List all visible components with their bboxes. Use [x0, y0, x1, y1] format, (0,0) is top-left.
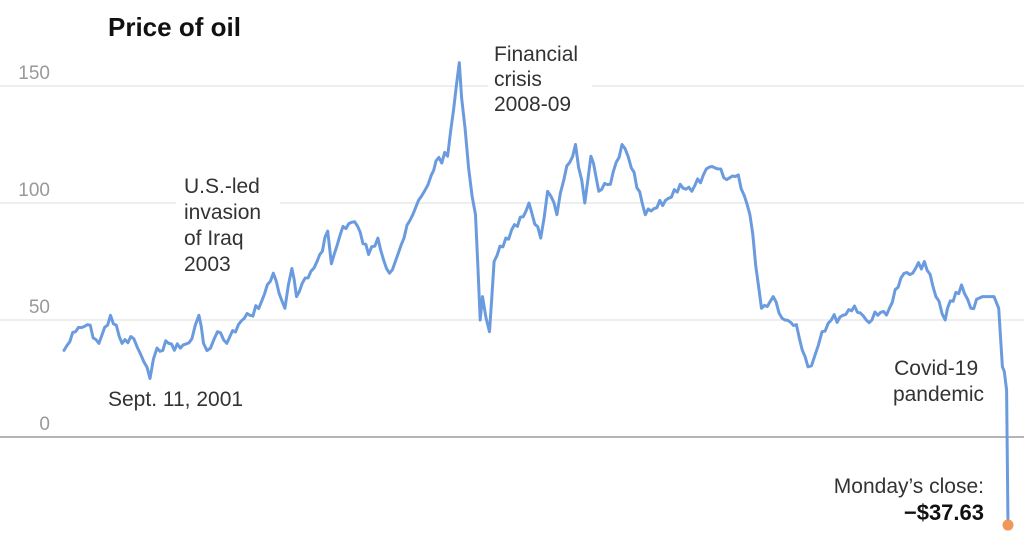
annotation-close-label: Monday’s close:: [834, 475, 984, 498]
annotation-covid-line-2: pandemic: [893, 383, 984, 406]
annotation-covid: Covid-19 pandemic: [893, 357, 984, 406]
annotation-crisis: Financial crisis 2008-09: [494, 43, 584, 116]
monday-close-point: [1002, 519, 1014, 531]
data-points: [63, 62, 1009, 526]
annotation-close-value: −$37.63: [904, 500, 984, 525]
annotation-iraq-line-3: of Iraq: [184, 227, 244, 250]
annotation-iraq-line-1: U.S.-led: [184, 175, 260, 198]
annotation-iraq-line-4: 2003: [184, 253, 231, 276]
annotation-covid-backdrop: [876, 352, 988, 410]
y-tick-label-0: 0: [39, 414, 50, 435]
y-axis-tick-labels: 0 50 100 150: [18, 63, 50, 435]
annotation-crisis-line-1: Financial: [494, 43, 578, 66]
y-tick-label-150: 150: [18, 63, 50, 84]
annotation-iraq-backdrop: [176, 170, 280, 276]
annotation-crisis-line-3: 2008-09: [494, 93, 571, 116]
series-layer: [62, 61, 1010, 527]
annotation-crisis-backdrop: [488, 40, 592, 120]
annotation-crisis-line-2: crisis: [494, 68, 542, 91]
oil-price-line: [62, 61, 1010, 527]
chart-title: Price of oil: [108, 12, 241, 42]
y-tick-label-100: 100: [18, 180, 50, 201]
annotation-iraq-line-2: invasion: [184, 201, 261, 224]
y-tick-label-50: 50: [29, 297, 50, 318]
annotation-covid-line-1: Covid-19: [894, 357, 978, 380]
annotation-iraq: U.S.-led invasion of Iraq 2003: [184, 175, 267, 276]
gridlines: [0, 85, 1024, 438]
annotation-sept11: Sept. 11, 2001: [108, 388, 243, 411]
